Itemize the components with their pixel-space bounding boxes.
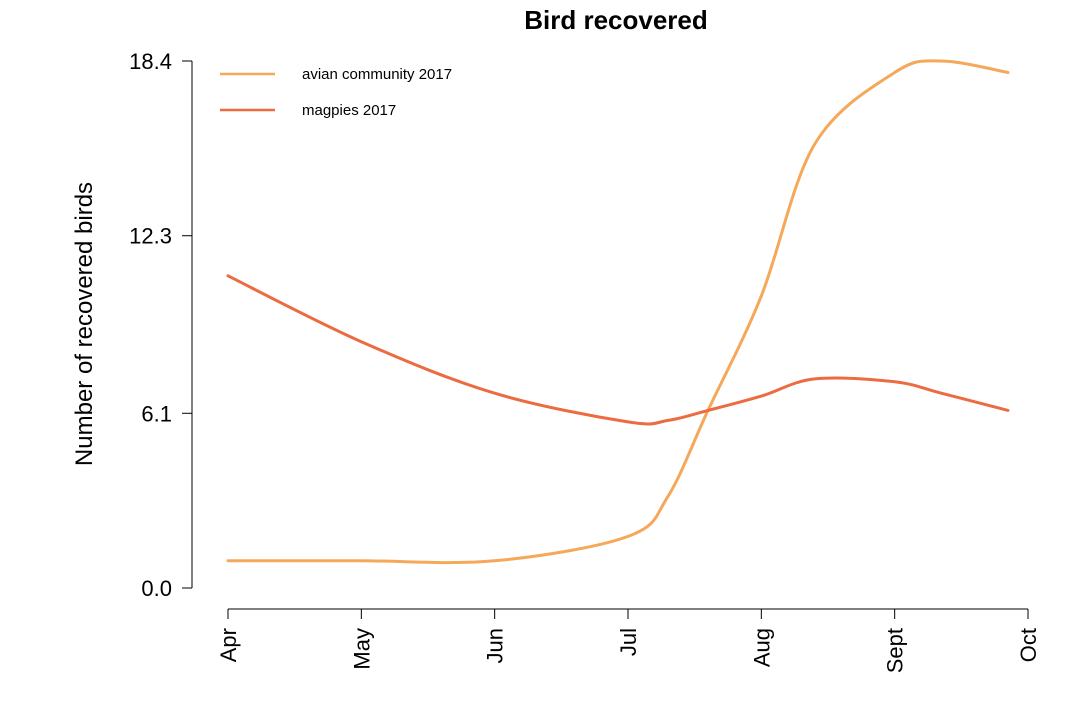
series-line-1 [226,274,1010,426]
legend-label: magpies 2017 [302,102,396,119]
x-tick-label: Aug [749,628,774,667]
legend: avian community 2017 magpies 2017 [220,66,452,119]
y-tick-label: 0.0 [141,576,172,601]
series-line-0 [226,59,1010,565]
series-lines [226,59,1010,565]
y-ticks: 0.0 6.1 12.3 18.4 [129,49,192,601]
y-tick-label: 18.4 [129,49,172,74]
x-tick-label: Apr [216,628,241,662]
x-tick-label: Jun [483,628,508,663]
y-tick-label: 6.1 [141,401,172,426]
x-tick-label: Jul [616,628,641,656]
x-tick-label: May [349,628,374,670]
y-tick-label: 12.3 [129,224,172,249]
x-tick-label: Sept [883,628,908,673]
x-ticks: Apr May Jun Jul Aug Sept Oct [216,609,1041,673]
x-tick-label: Oct [1016,628,1041,662]
y-axis-label: Number of recovered birds [71,182,98,466]
chart-title: Bird recovered [524,5,708,35]
legend-label: avian community 2017 [302,66,452,83]
